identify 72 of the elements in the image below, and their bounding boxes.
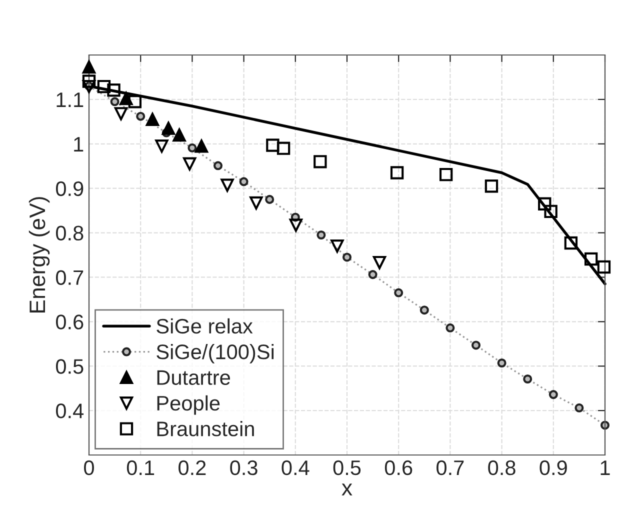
point (162, 122, 176, 135)
y-tick-label: 1.1 (56, 92, 84, 107)
point (188, 143, 197, 152)
point (471, 340, 481, 350)
point (439, 168, 453, 182)
point (97, 80, 111, 94)
x-tick-label: 0.1 (126, 460, 154, 476)
point (276, 142, 290, 155)
point (107, 84, 120, 97)
point (342, 252, 352, 262)
legend-label: Dutartre (157, 370, 230, 385)
x-tick-label: 0.2 (178, 460, 206, 476)
point (146, 112, 160, 126)
y-axis-title: Energy (eV) (28, 197, 50, 312)
point (289, 218, 303, 232)
point (523, 374, 532, 384)
point (584, 252, 598, 266)
point (136, 112, 146, 121)
point (82, 74, 96, 88)
legend-label: Braunstein (157, 420, 254, 436)
point (114, 107, 128, 120)
point (213, 161, 223, 170)
point (128, 95, 142, 108)
point (548, 390, 558, 400)
point (390, 166, 404, 180)
y-tick-label: 0.6 (56, 314, 84, 330)
point (330, 240, 344, 253)
point (183, 157, 196, 170)
legend-label: SiGe relax (156, 318, 253, 334)
point (172, 128, 186, 142)
x-tick-label: 0.6 (384, 460, 412, 476)
point (372, 256, 386, 270)
point (420, 306, 429, 315)
y-tick-label: 1 (74, 137, 84, 152)
x-tick-label: 0.5 (333, 460, 361, 476)
x-tick-label: 0 (84, 460, 94, 476)
legend-label: SiGe/(100)Si (156, 344, 274, 364)
point (316, 230, 326, 240)
point (564, 236, 578, 250)
point (266, 138, 280, 152)
point (265, 194, 274, 204)
point (155, 140, 168, 153)
point (497, 358, 506, 368)
legend-label: People (157, 395, 220, 415)
x-tick-label: 0.9 (540, 460, 567, 476)
point (314, 155, 327, 168)
point (544, 204, 558, 218)
y-tick-label: 0.8 (56, 226, 84, 241)
x-tick-label: 0.7 (436, 460, 464, 476)
point (239, 177, 248, 186)
point (394, 288, 404, 298)
point (574, 403, 584, 412)
y-tick-label: 0.5 (56, 359, 84, 374)
x-tick-label: 0.8 (488, 460, 516, 476)
x-tick-label: 0.4 (282, 460, 310, 476)
point (597, 260, 611, 274)
x-axis-title: x (342, 484, 352, 496)
y-tick-label: 0.4 (56, 404, 84, 418)
y-tick-label: 0.7 (56, 270, 84, 285)
point (82, 60, 96, 74)
point (484, 180, 498, 193)
point (250, 196, 263, 210)
x-tick-label: 0.3 (230, 460, 258, 476)
point (194, 140, 208, 153)
y-tick-label: 0.9 (56, 181, 84, 196)
x-tick-label: 1 (600, 460, 610, 475)
point (110, 97, 120, 106)
point (368, 270, 378, 280)
point (82, 80, 96, 94)
point (538, 197, 552, 210)
point (220, 178, 234, 192)
point (446, 323, 455, 332)
